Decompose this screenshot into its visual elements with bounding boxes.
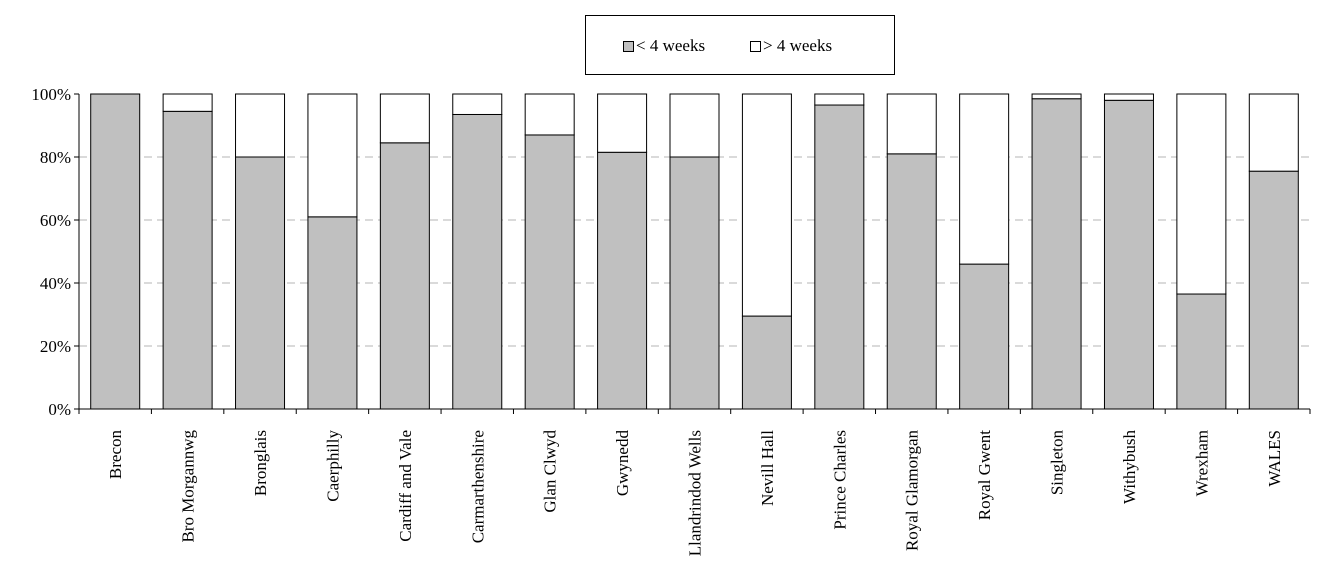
y-tick-label: 80%: [40, 148, 71, 167]
x-tick-label-bro-morgannwg: Bro Morgannwg: [179, 430, 198, 543]
bar-under-4-weeks-wrexham: [1176, 293, 1227, 410]
x-tick-label-nevill-hall: Nevill Hall: [758, 430, 777, 506]
bar-under-4-weeks-gwynedd: [597, 151, 648, 410]
bar-under-4-weeks-carmarthenshire: [452, 113, 503, 410]
bar-over-4-weeks-bronglais: [235, 93, 286, 158]
legend-label-over-4-weeks: > 4 weeks: [763, 36, 833, 55]
y-tick-label: 40%: [40, 274, 71, 293]
bar-over-4-weeks-cardiff-and-vale: [379, 93, 430, 144]
bar-over-4-weeks-bro-morgannwg: [162, 93, 213, 112]
bar-over-4-weeks-prince-charles: [814, 93, 865, 106]
bar-under-4-weeks-bronglais: [235, 156, 286, 410]
bar-over-4-weeks-llandrindod-wells: [669, 93, 720, 158]
bar-over-4-weeks-gwynedd: [597, 93, 648, 153]
x-tick-label-caerphilly: Caerphilly: [323, 430, 342, 502]
bar-under-4-weeks-caerphilly: [307, 216, 358, 410]
bar-under-4-weeks-royal-glamorgan: [886, 153, 937, 410]
x-tick-label-wrexham: Wrexham: [1192, 430, 1211, 496]
x-tick-label-carmarthenshire: Carmarthenshire: [468, 430, 487, 543]
x-tick-label-bronglais: Bronglais: [251, 430, 270, 496]
legend-swatch-over-4-weeks: [750, 41, 761, 52]
bar-over-4-weeks-singleton: [1031, 93, 1082, 100]
x-tick-label-royal-glamorgan: Royal Glamorgan: [903, 430, 922, 552]
y-tick-label: 20%: [40, 337, 71, 356]
x-tick-label-gwynedd: Gwynedd: [613, 430, 632, 497]
x-axis-tick-labels: Brecon Bro Morgannwg Bronglais Caerphilly Ca…: [106, 430, 1284, 557]
legend: < 4 weeks > 4 weeks: [585, 15, 895, 75]
x-tick-label-prince-charles: Prince Charles: [830, 430, 849, 530]
bar-under-4-weeks-brecon: [90, 93, 141, 410]
y-tick-label: 100%: [31, 85, 71, 104]
legend-item-over-4-weeks: > 4 weeks: [750, 37, 832, 55]
legend-swatch-under-4-weeks: [623, 41, 634, 52]
y-tick-label: 0%: [48, 400, 71, 419]
x-tick-label-llandrindod-wells: Llandrindod Wells: [686, 430, 705, 556]
bar-under-4-weeks-royal-gwent: [959, 263, 1010, 410]
x-tick-label-brecon: Brecon: [106, 430, 125, 480]
bar-over-4-weeks-wrexham: [1176, 93, 1227, 295]
y-axis-tick-labels: 0% 20% 40% 60% 80% 100%: [31, 85, 71, 419]
bar-under-4-weeks-withybush: [1103, 99, 1154, 410]
bar-under-4-weeks-cardiff-and-vale: [379, 142, 430, 410]
bar-under-4-weeks-nevill-hall: [741, 315, 792, 410]
axes: [74, 93, 1311, 414]
bar-under-4-weeks-glan-clwyd: [524, 134, 575, 410]
bars: [90, 93, 1299, 410]
bar-over-4-weeks-royal-gwent: [959, 93, 1010, 265]
bar-under-4-weeks-llandrindod-wells: [669, 156, 720, 410]
bar-under-4-weeks-prince-charles: [814, 104, 865, 410]
x-tick-label-glan-clwyd: Glan Clwyd: [541, 430, 560, 513]
bar-over-4-weeks-carmarthenshire: [452, 93, 503, 115]
bar-over-4-weeks-nevill-hall: [741, 93, 792, 317]
bar-under-4-weeks-bro-morgannwg: [162, 110, 213, 410]
x-tick-label-wales: WALES: [1265, 430, 1284, 487]
x-tick-label-singleton: Singleton: [1048, 430, 1067, 496]
bar-over-4-weeks-royal-glamorgan: [886, 93, 937, 155]
legend-item-under-4-weeks: < 4 weeks: [623, 37, 705, 55]
bar-over-4-weeks-withybush: [1103, 93, 1154, 101]
legend-label-under-4-weeks: < 4 weeks: [636, 36, 706, 55]
y-tick-label: 60%: [40, 211, 71, 230]
bar-over-4-weeks-wales: [1248, 93, 1299, 172]
bar-under-4-weeks-wales: [1248, 170, 1299, 410]
bar-under-4-weeks-singleton: [1031, 98, 1082, 410]
x-tick-label-withybush: Withybush: [1120, 430, 1139, 504]
x-tick-label-cardiff-and-vale: Cardiff and Vale: [396, 430, 415, 542]
bar-over-4-weeks-glan-clwyd: [524, 93, 575, 136]
bar-over-4-weeks-caerphilly: [307, 93, 358, 218]
x-tick-label-royal-gwent: Royal Gwent: [975, 430, 994, 520]
